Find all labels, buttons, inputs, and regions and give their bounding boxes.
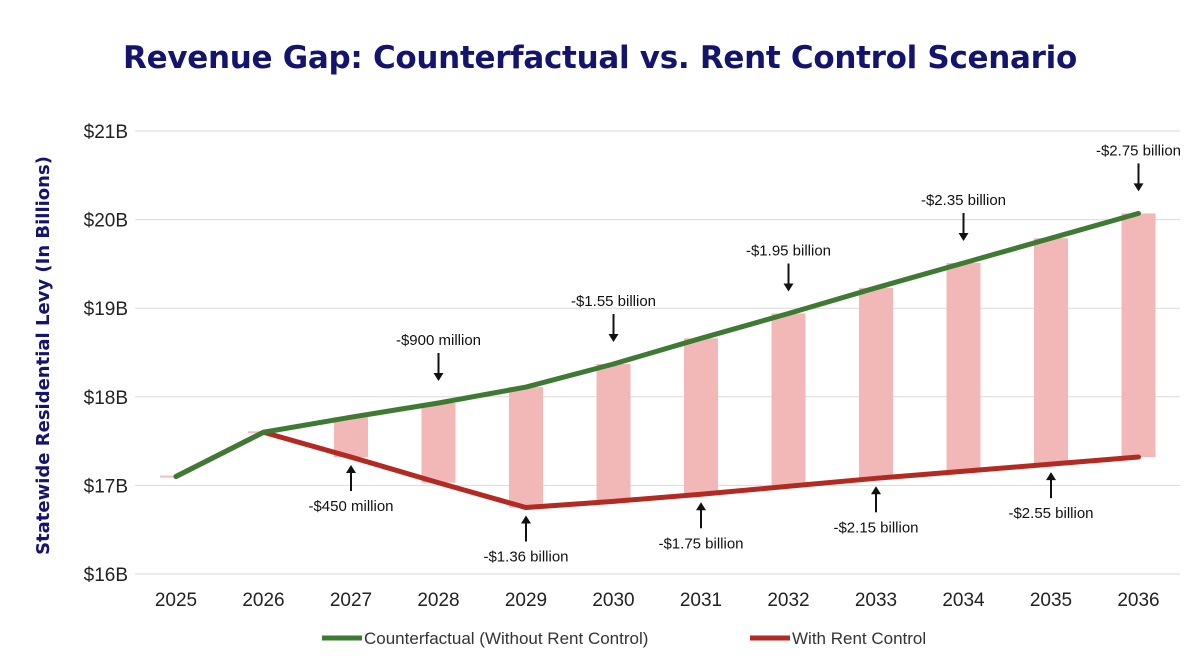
annotation: -$450 million: [308, 465, 394, 515]
counterfactual-line: [173, 210, 1141, 480]
annotation-arrowhead: [783, 283, 794, 292]
x-tick-label: 2033: [855, 590, 897, 611]
x-tick-label: 2035: [1030, 590, 1072, 611]
annotation-label: -$1.55 billion: [571, 293, 656, 310]
series-lines: [173, 210, 1141, 511]
gap-bar: [684, 338, 718, 495]
y-tick-label: $16B: [84, 565, 128, 586]
y-tick-label: $18B: [84, 388, 128, 409]
gap-bar: [509, 387, 543, 508]
annotation-label: -$2.55 billion: [1008, 505, 1093, 522]
gap-bar: [1121, 213, 1156, 458]
annotation-arrowhead: [521, 515, 531, 524]
x-tick-label: 2029: [505, 590, 547, 611]
x-tick-label: 2026: [242, 590, 284, 611]
x-tick-label: 2030: [592, 590, 634, 611]
annotation-arrowhead: [346, 465, 356, 474]
annotation: -$1.95 billion: [746, 243, 831, 292]
gap-bar: [596, 364, 631, 502]
y-axis-title: Statewide Residential Levy (In Billions): [33, 156, 54, 555]
annotation: -$2.15 billion: [833, 486, 919, 536]
y-tick-label: $20B: [84, 211, 128, 232]
annotation-arrowhead: [1133, 183, 1144, 192]
annotation-arrowhead: [433, 373, 444, 382]
x-tick-label: 2028: [417, 590, 459, 611]
x-tick-label: 2025: [155, 590, 197, 611]
annotation-arrowhead: [871, 486, 881, 495]
gridlines: [135, 130, 1180, 575]
annotation-label: -$2.75 billion: [1096, 142, 1181, 159]
chart-title: Revenue Gap: Counterfactual vs. Rent Con…: [123, 40, 1077, 76]
gap-bars: [160, 213, 1156, 508]
gap-bar: [946, 263, 981, 472]
legend-label-rent-control: With Rent Control: [792, 629, 926, 648]
gap-bar: [859, 287, 893, 479]
x-tick-label: 2027: [330, 590, 372, 611]
y-tick-label: $19B: [84, 299, 128, 320]
annotation-arrowhead: [958, 233, 969, 242]
annotation: -$2.75 billion: [1096, 142, 1181, 192]
annotation-arrowhead: [608, 334, 619, 343]
x-tick-label: 2032: [767, 590, 809, 611]
annotation-label: -$900 million: [396, 332, 481, 349]
gap-bar: [421, 403, 456, 483]
annotation: -$1.36 billion: [483, 515, 569, 566]
annotation-label: -$1.95 billion: [746, 243, 831, 260]
annotation: -$2.35 billion: [921, 192, 1006, 242]
annotation-label: -$2.15 billion: [833, 519, 918, 536]
legend: Counterfactual (Without Rent Control) Wit…: [322, 629, 926, 648]
annotations: -$450 million -$900 million -$1.36 billion…: [308, 142, 1181, 565]
y-tick-label: $17B: [84, 476, 128, 497]
annotation-label: -$1.36 billion: [483, 549, 568, 566]
x-tick-label: 2034: [942, 590, 985, 611]
legend-label-counterfactual: Counterfactual (Without Rent Control): [364, 629, 648, 648]
y-tick-label: $21B: [84, 122, 128, 143]
annotation-label: -$1.75 billion: [658, 535, 743, 552]
annotation: -$2.55 billion: [1008, 472, 1094, 522]
annotation-arrowhead: [1046, 472, 1056, 481]
x-tick-label: 2031: [680, 590, 722, 611]
annotation: -$900 million: [396, 332, 481, 382]
rent-control-line: [173, 429, 1141, 511]
annotation: -$1.55 billion: [571, 293, 656, 343]
annotation: -$1.75 billion: [658, 502, 744, 552]
annotation-arrowhead: [696, 502, 706, 511]
gap-bar: [771, 313, 806, 487]
gap-bar: [334, 417, 368, 458]
gap-bar: [1034, 238, 1068, 465]
axis-labels: $16B $17B $18B $19B $20B $21B 2025 2026 2027 2028…: [33, 122, 1160, 611]
annotation-label: -$2.35 billion: [921, 192, 1006, 209]
x-tick-label: 2036: [1117, 590, 1159, 611]
annotation-label: -$450 million: [308, 498, 393, 515]
